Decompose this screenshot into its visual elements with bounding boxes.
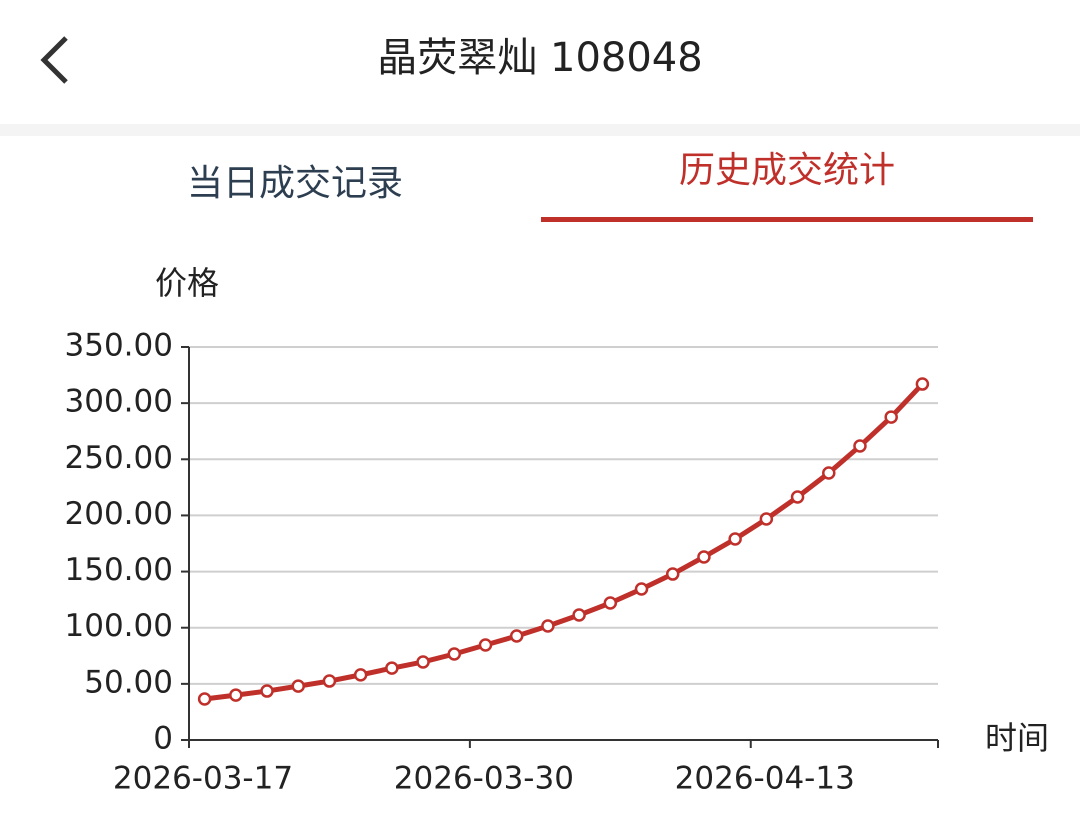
y-tick-label: 100.00	[65, 608, 173, 644]
point	[541, 619, 555, 633]
x-tick-label: 2026-04-13	[675, 761, 855, 797]
divider	[0, 124, 1080, 136]
point	[416, 655, 430, 669]
point	[509, 629, 524, 643]
back-button[interactable]	[40, 36, 68, 84]
point	[353, 668, 368, 682]
point	[478, 638, 493, 652]
y-tick-label: 350.00	[65, 328, 173, 364]
point	[822, 466, 836, 480]
y-tick-label: 150.00	[65, 552, 173, 588]
point	[759, 512, 774, 526]
point	[260, 684, 274, 698]
y-tick-label: 200.00	[65, 496, 173, 532]
point	[197, 692, 212, 706]
point	[447, 647, 462, 661]
point	[291, 679, 305, 693]
x-axis-title: 时间	[985, 719, 1049, 757]
point	[728, 532, 742, 546]
y-tick-label: 300.00	[65, 384, 173, 420]
point	[322, 674, 337, 688]
y-tick-label: 0	[153, 721, 173, 757]
point	[884, 410, 898, 424]
page-title: 晶荧翠灿 108048	[377, 35, 702, 81]
y-axis-title: 价格	[155, 264, 219, 302]
point	[572, 608, 586, 622]
x-tick-label: 2026-03-17	[113, 761, 293, 797]
point	[229, 688, 243, 702]
point	[603, 596, 618, 610]
x-tick-label: 2026-03-30	[394, 761, 574, 797]
tab-active[interactable]: 历史成交统计	[679, 150, 895, 191]
line	[204, 382, 925, 702]
point	[790, 490, 805, 504]
point	[665, 567, 680, 581]
y-tick-label: 50.00	[84, 664, 173, 700]
point	[853, 439, 867, 453]
point	[634, 582, 649, 596]
point	[915, 377, 930, 391]
y-tick-label: 250.00	[65, 440, 173, 476]
point	[385, 661, 399, 675]
tab-underline	[541, 217, 1033, 222]
tab[interactable]: 当日成交记录	[187, 163, 403, 204]
chart: 价格 时间 0 50.00 100.00 150.00 200.00 250.00 300.…	[65, 264, 1049, 797]
point	[697, 550, 711, 564]
